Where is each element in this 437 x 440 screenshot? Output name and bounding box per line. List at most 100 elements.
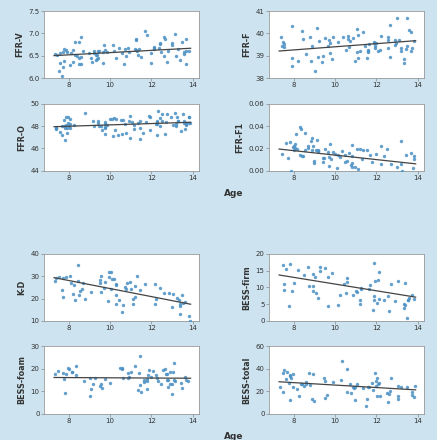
Point	[277, 383, 284, 390]
Point	[372, 377, 379, 384]
Point	[167, 369, 174, 376]
Point	[179, 39, 186, 46]
Point	[295, 392, 302, 400]
Point	[89, 59, 96, 66]
Point	[294, 145, 301, 152]
Point	[322, 394, 329, 401]
Point	[286, 372, 293, 379]
Point	[101, 279, 108, 286]
Point	[412, 382, 419, 389]
Point	[151, 301, 158, 308]
Point	[118, 366, 125, 373]
Point	[356, 48, 363, 55]
Point	[178, 128, 185, 135]
Point	[143, 375, 150, 382]
Point	[113, 116, 120, 123]
Point	[150, 44, 157, 51]
Point	[339, 357, 346, 364]
Point	[360, 146, 367, 153]
Point	[371, 39, 378, 46]
Point	[283, 266, 290, 273]
Point	[285, 380, 292, 387]
Point	[357, 146, 364, 153]
Point	[383, 145, 390, 152]
Point	[183, 61, 190, 68]
Point	[316, 267, 323, 274]
Point	[301, 129, 308, 136]
Point	[401, 304, 408, 312]
Point	[132, 45, 139, 52]
Point	[95, 122, 102, 129]
Point	[402, 152, 409, 159]
Point	[151, 281, 158, 288]
Point	[373, 40, 380, 47]
Point	[63, 125, 70, 132]
Point	[287, 138, 294, 145]
Point	[370, 307, 377, 314]
Point	[150, 45, 157, 52]
Point	[90, 49, 97, 56]
Point	[73, 363, 80, 370]
Point	[80, 378, 87, 385]
Point	[296, 152, 303, 159]
Point	[351, 384, 358, 391]
Point	[60, 370, 67, 377]
Point	[339, 147, 346, 154]
Y-axis label: BESS-foam: BESS-foam	[17, 356, 26, 404]
Point	[169, 121, 176, 128]
Point	[354, 145, 361, 152]
Point	[125, 44, 132, 51]
Point	[155, 107, 162, 114]
Point	[283, 375, 290, 382]
Point	[59, 132, 66, 139]
Point	[176, 302, 183, 309]
Point	[96, 48, 103, 55]
Point	[336, 291, 343, 298]
Point	[403, 43, 410, 50]
Point	[319, 58, 326, 65]
Point	[182, 298, 189, 305]
Point	[113, 55, 120, 62]
Point	[368, 380, 375, 387]
Point	[107, 115, 114, 122]
Point	[398, 167, 405, 174]
Point	[130, 125, 137, 132]
Point	[67, 120, 74, 127]
Point	[312, 274, 319, 281]
Point	[171, 377, 178, 384]
Point	[177, 57, 184, 64]
Point	[72, 372, 79, 379]
Point	[179, 385, 186, 392]
Point	[121, 60, 128, 67]
Point	[358, 286, 365, 293]
Y-axis label: FFR-V: FFR-V	[15, 32, 24, 58]
Point	[178, 379, 185, 386]
Point	[186, 120, 193, 127]
Point	[130, 121, 137, 128]
Point	[313, 290, 320, 297]
Point	[326, 37, 333, 44]
Point	[330, 378, 337, 385]
Point	[358, 169, 365, 176]
Point	[294, 385, 301, 392]
Point	[98, 289, 105, 296]
Point	[66, 123, 73, 130]
Point	[343, 366, 350, 373]
Point	[153, 121, 160, 128]
Y-axis label: FFR-F: FFR-F	[243, 32, 251, 57]
Point	[344, 33, 351, 40]
Point	[135, 370, 142, 377]
Point	[72, 51, 79, 58]
Point	[135, 120, 142, 127]
Point	[348, 142, 355, 149]
Point	[107, 286, 114, 293]
Point	[301, 147, 308, 154]
Point	[387, 387, 394, 394]
Point	[101, 42, 108, 49]
Point	[161, 366, 168, 373]
Point	[87, 289, 94, 296]
Point	[397, 47, 404, 54]
Point	[398, 161, 405, 168]
Point	[62, 389, 69, 396]
Point	[76, 287, 83, 294]
